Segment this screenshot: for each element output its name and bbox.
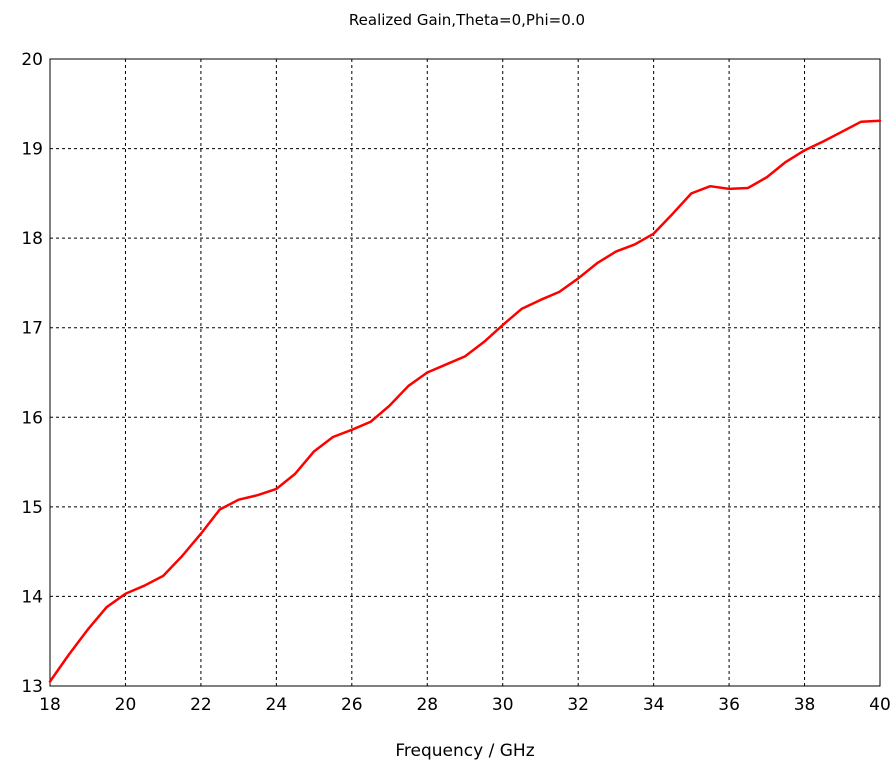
- x-axis-ticks: 18 20 22 24 26 28 30 32 34 36 38 40: [39, 695, 891, 715]
- x-tick-label: 32: [567, 695, 589, 715]
- series-line-0: [48, 119, 882, 683]
- y-tick-label: 16: [21, 408, 43, 428]
- y-axis-ticks: 13 14 15 16 17 18 19 20: [21, 50, 43, 697]
- y-tick-label: 14: [21, 587, 43, 607]
- x-tick-label: 18: [39, 695, 61, 715]
- chart-title: Realized Gain,Theta=0,Phi=0.0: [349, 11, 585, 29]
- grid-lines: [50, 59, 880, 686]
- y-tick-label: 13: [21, 677, 43, 697]
- x-tick-label: 28: [416, 695, 438, 715]
- x-tick-label: 30: [492, 695, 514, 715]
- x-tick-label: 22: [190, 695, 212, 715]
- plot-area-frame: [49, 58, 881, 687]
- x-tick-label: 26: [341, 695, 363, 715]
- y-tick-label: 18: [21, 229, 43, 249]
- x-tick-label: 36: [718, 695, 740, 715]
- x-axis-label: Frequency / GHz: [395, 741, 534, 761]
- y-tick-label: 19: [21, 140, 43, 160]
- x-tick-label: 34: [643, 695, 665, 715]
- y-tick-label: 15: [21, 498, 43, 518]
- x-tick-label: 40: [869, 695, 891, 715]
- x-tick-label: 38: [794, 695, 816, 715]
- x-tick-label: 24: [266, 695, 288, 715]
- series-layer: [48, 119, 882, 683]
- y-tick-label: 20: [21, 50, 43, 70]
- x-tick-label: 20: [115, 695, 137, 715]
- y-tick-label: 17: [21, 319, 43, 339]
